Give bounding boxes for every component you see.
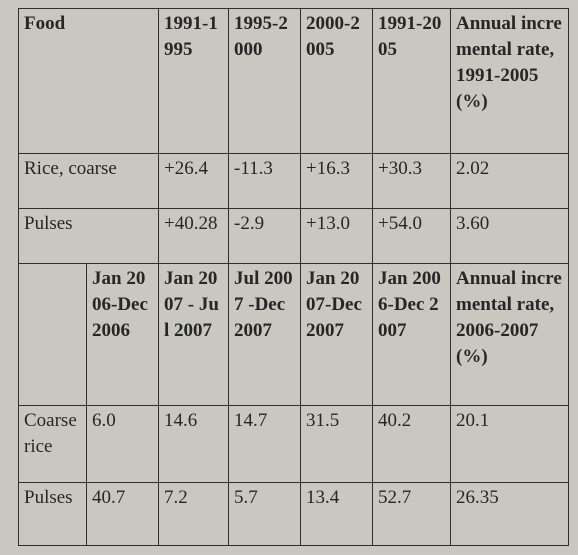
header-cell: Annual incremental rate, 2006-2007 (%) <box>450 263 569 406</box>
data-cell: +13.0 <box>300 208 373 264</box>
data-cell: +30.3 <box>372 153 451 209</box>
header-cell: Annual incremental rate, 1991-2005 (%) <box>450 8 569 154</box>
data-cell: Rice, coarse <box>18 153 159 209</box>
data-cell: 20.1 <box>450 405 569 483</box>
data-cell: 14.6 <box>158 405 229 483</box>
data-cell: +26.4 <box>158 153 229 209</box>
data-cell: 14.7 <box>228 405 301 483</box>
food-price-table: Food 1991-1995 1995-2000 2000-2005 1991-2005… <box>18 8 569 546</box>
header-cell: Food <box>18 8 159 154</box>
data-row: Pulses 40.7 7.2 5.7 13.4 52.7 26.35 <box>18 482 569 546</box>
data-row: Rice, coarse +26.4 -11.3 +16.3 +30.3 2.02 <box>18 153 569 209</box>
data-row: Coarse rice 6.0 14.6 14.7 31.5 40.2 20.1 <box>18 405 569 483</box>
data-cell: 40.7 <box>86 482 159 546</box>
header-cell: 1991-1995 <box>158 8 229 154</box>
table-body: Food 1991-1995 1995-2000 2000-2005 1991-2005… <box>18 8 569 546</box>
data-cell: 52.7 <box>372 482 451 546</box>
data-cell: Coarse rice <box>18 405 87 483</box>
data-cell: Pulses <box>18 482 87 546</box>
data-cell: +54.0 <box>372 208 451 264</box>
data-cell: 7.2 <box>158 482 229 546</box>
data-cell: 3.60 <box>450 208 569 264</box>
data-cell: -11.3 <box>228 153 301 209</box>
header-cell: Jan 2007-Dec 2007 <box>300 263 373 406</box>
data-cell: 40.2 <box>372 405 451 483</box>
data-cell: 26.35 <box>450 482 569 546</box>
document: Food 1991-1995 1995-2000 2000-2005 1991-2005… <box>18 8 569 546</box>
header-cell: 2000-2005 <box>300 8 373 154</box>
data-cell: 6.0 <box>86 405 159 483</box>
header-cell: Jan 2006-Dec 2007 <box>372 263 451 406</box>
data-cell: Pulses <box>18 208 159 264</box>
data-cell: 2.02 <box>450 153 569 209</box>
header-cell: Jan 2007 - Jul 2007 <box>158 263 229 406</box>
header-row: Food 1991-1995 1995-2000 2000-2005 1991-2005… <box>18 8 569 154</box>
header-cell: 1995-2000 <box>228 8 301 154</box>
data-cell: +40.28 <box>158 208 229 264</box>
data-cell: 13.4 <box>300 482 373 546</box>
header-cell: Jan 2006-Dec 2006 <box>86 263 159 406</box>
header-row: Jan 2006-Dec 2006 Jan 2007 - Jul 2007 Jul … <box>18 263 569 406</box>
data-row: Pulses +40.28 -2.9 +13.0 +54.0 3.60 <box>18 208 569 264</box>
header-cell: Jul 2007 -Dec 2007 <box>228 263 301 406</box>
empty-cell <box>18 263 87 406</box>
header-cell: 1991-2005 <box>372 8 451 154</box>
data-cell: -2.9 <box>228 208 301 264</box>
data-cell: +16.3 <box>300 153 373 209</box>
data-cell: 31.5 <box>300 405 373 483</box>
data-cell: 5.7 <box>228 482 301 546</box>
